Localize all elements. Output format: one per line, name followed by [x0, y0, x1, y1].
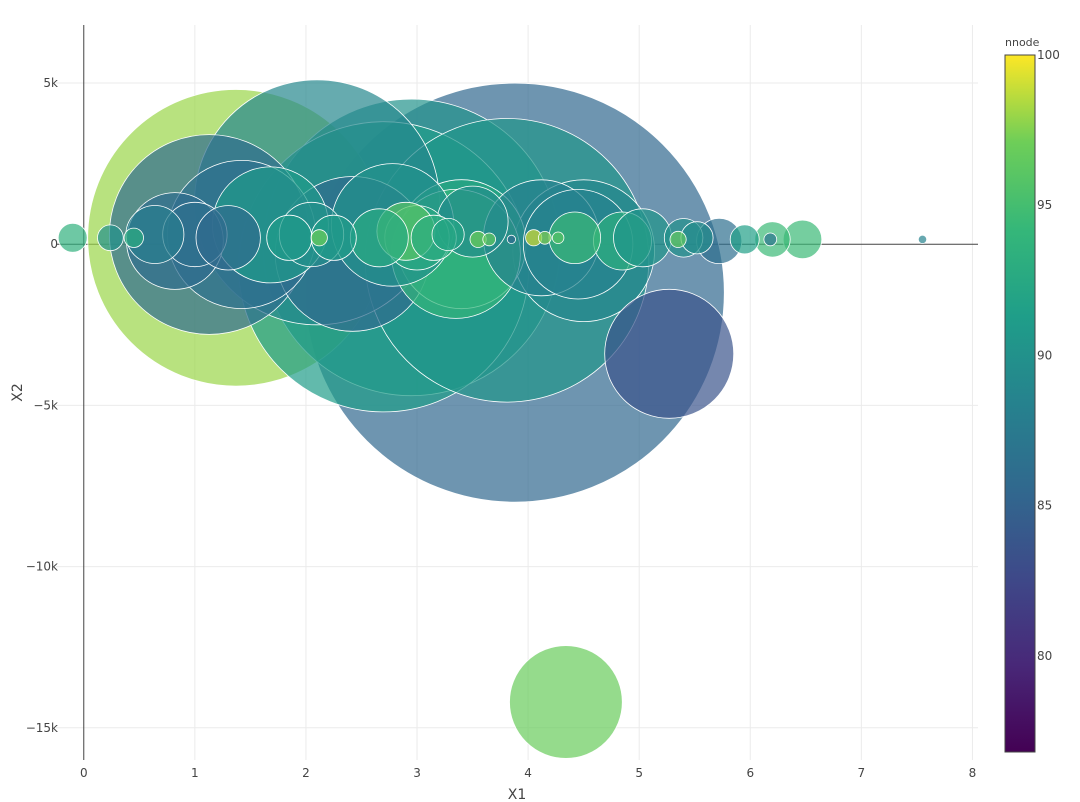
bubble-point [310, 229, 328, 247]
colorbar-tick-label: 80 [1037, 649, 1052, 663]
bubble-point [57, 222, 88, 253]
x-tick-label: 4 [524, 766, 532, 780]
colorbar-title: nnode [1005, 36, 1040, 49]
bubble-point [97, 224, 124, 252]
y-tick-label: −10k [26, 560, 58, 574]
x-tick-label: 8 [969, 766, 977, 780]
colorbar-tick-label: 90 [1037, 348, 1052, 362]
bubble-point [123, 227, 144, 248]
y-tick-label: −15k [26, 721, 58, 735]
x-axis-title: X1 [508, 787, 527, 802]
x-tick-label: 3 [413, 766, 421, 780]
x-tick-label: 1 [191, 766, 199, 780]
bubble-point [763, 232, 778, 247]
x-tick-label: 2 [302, 766, 310, 780]
bubble-point [917, 234, 928, 244]
bubble-point [266, 214, 313, 261]
bubble-point [669, 230, 687, 248]
colorbar-ticks: 100 95 90 85 80 [1037, 48, 1060, 663]
bubble-point [613, 208, 672, 268]
colorbar-tick-label: 85 [1037, 499, 1052, 513]
x-tick-label: 6 [746, 766, 754, 780]
x-axis-ticks: 0 1 2 3 4 5 6 7 8 [80, 766, 976, 780]
y-axis-ticks: 5k 0 −5k −10k −15k [26, 76, 58, 735]
bubble-point [195, 205, 261, 271]
bubble-point [482, 232, 497, 247]
y-axis-title: X2 [10, 383, 26, 402]
bubble-point [604, 288, 735, 419]
x-tick-label: 5 [635, 766, 643, 780]
colorbar-tick-label: 100 [1037, 48, 1060, 62]
bubble-point [431, 217, 465, 251]
y-tick-label: 5k [43, 76, 58, 90]
colorbar-gradient [1004, 54, 1036, 753]
colorbar: nnode 100 95 90 85 80 [1004, 36, 1060, 753]
bubbles [57, 79, 928, 759]
bubble-point [729, 224, 760, 255]
bubble-point [349, 208, 409, 268]
x-tick-label: 7 [858, 766, 866, 780]
x-tick-label: 0 [80, 766, 88, 780]
bubble-point [537, 231, 552, 245]
bubble-point [509, 645, 623, 759]
y-tick-label: −5k [33, 398, 58, 412]
colorbar-tick-label: 95 [1037, 198, 1052, 212]
bubble-point [506, 234, 516, 244]
y-tick-label: 0 [50, 237, 58, 251]
bubble-point [551, 231, 565, 245]
